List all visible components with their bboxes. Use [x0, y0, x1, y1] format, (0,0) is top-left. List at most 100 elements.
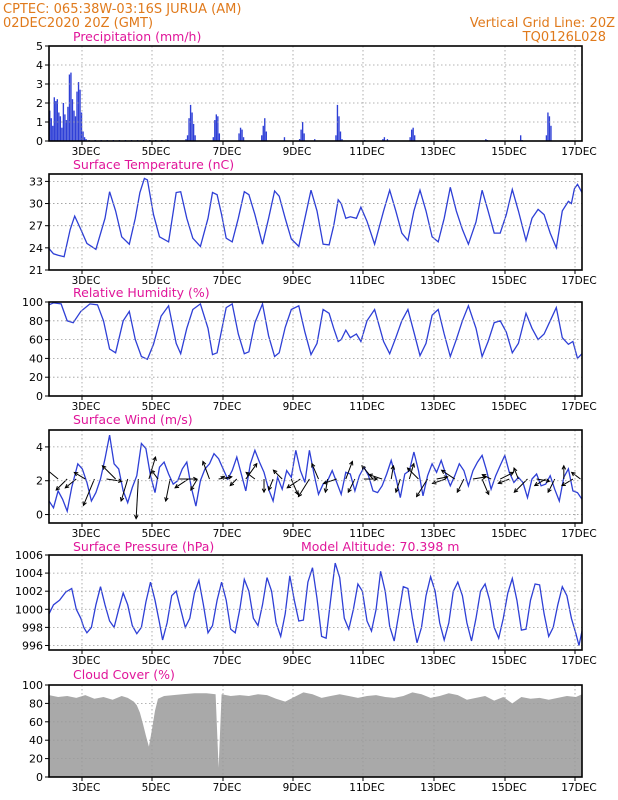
pressure-frame: [48, 554, 583, 651]
wind-arrowhead: [322, 480, 328, 485]
precip-bar: [73, 110, 75, 141]
precip-bar: [76, 91, 78, 141]
precip-bar: [74, 116, 77, 141]
precip-bar: [194, 135, 196, 141]
x-tick-label: 5DEC: [142, 782, 171, 794]
precip-bar: [519, 135, 522, 141]
x-tick-label: 3DEC: [72, 528, 101, 540]
wind-arrowhead: [406, 467, 412, 472]
x-tick-label: 3DEC: [72, 782, 101, 794]
precip-bar: [62, 103, 65, 141]
y-tick-label: 1000: [15, 603, 43, 616]
y-tick-label: 1002: [15, 585, 43, 598]
precip-bar: [188, 118, 190, 141]
x-tick-label: 7DEC: [213, 275, 242, 287]
precip-bar: [70, 72, 72, 141]
precip-bar: [52, 125, 54, 141]
x-tick-label: 9DEC: [283, 655, 312, 667]
wind-arrowhead: [361, 464, 366, 470]
wind-arrowhead: [497, 480, 503, 485]
wind-arrowhead: [367, 473, 373, 478]
precip-bar: [217, 116, 219, 141]
precipitation-data: [49, 72, 552, 141]
x-tick-label: 17DEC: [561, 146, 596, 158]
precip-bar: [82, 131, 84, 141]
precip-bar: [83, 137, 86, 141]
y-tick-label: 1004: [15, 567, 43, 580]
y-tick-label: 27: [29, 220, 43, 233]
x-tick-label: 13DEC: [420, 655, 455, 667]
precip-bar: [283, 137, 286, 141]
precip-bar: [65, 120, 68, 141]
x-tick-label: 5DEC: [142, 528, 171, 540]
wind-arrowhead: [193, 476, 198, 482]
wind-vector: [561, 478, 574, 487]
wind-vector: [534, 478, 546, 487]
wind-vector: [416, 478, 428, 497]
cloud-panel: Cloud Cover (%) 0 20 40 60 80 100 3DEC 5DEC 7DEC 9…: [22, 667, 597, 794]
x-tick-label: 11DEC: [349, 528, 384, 540]
x-tick-label: 9DEC: [283, 146, 312, 158]
y-tick-label: 20: [29, 753, 43, 766]
wind-vector: [390, 465, 394, 480]
y-tick-label: 80: [29, 697, 43, 710]
wind-arrowhead: [190, 485, 195, 491]
wind-vector: [148, 456, 157, 480]
wind-vector: [311, 463, 319, 480]
x-tick-label: 3DEC: [72, 275, 101, 287]
wind-vector: [245, 463, 258, 480]
wind-arrowhead: [272, 469, 278, 475]
wind-arrowhead: [202, 460, 207, 466]
wind-arrowhead: [560, 481, 566, 487]
precip-bar: [314, 139, 316, 141]
x-tick-label: 7DEC: [213, 401, 242, 413]
wind-arrowhead: [134, 514, 139, 520]
wind-vector: [190, 478, 198, 491]
wind-vector: [323, 478, 337, 484]
y-tick-label: 4: [36, 59, 43, 72]
wind-vector: [345, 461, 353, 480]
x-tick-label: 13DEC: [420, 782, 455, 794]
y-tick-label: 60: [29, 334, 43, 347]
x-tick-label: 17DEC: [561, 401, 596, 413]
precip-bar: [547, 112, 549, 141]
precip-bar: [409, 137, 411, 141]
wind-vector: [407, 467, 419, 480]
x-tick-label: 7DEC: [213, 528, 242, 540]
wind-arrowhead: [443, 475, 449, 480]
precip-bar: [303, 133, 305, 141]
wind-vector: [74, 472, 86, 480]
wind-data: [49, 434, 582, 520]
y-tick-label: 100: [22, 296, 43, 309]
wind-vector: [441, 469, 456, 480]
wind-vector: [408, 463, 415, 480]
wind-vector: [498, 478, 510, 484]
precip-bar: [301, 122, 304, 141]
precip-bar: [64, 114, 66, 141]
x-tick-label: 13DEC: [420, 528, 455, 540]
precip-bar: [262, 125, 264, 141]
wind-arrowhead: [416, 492, 421, 498]
temperature-title: Surface Temperature (nC): [73, 157, 234, 172]
precip-bar: [218, 133, 221, 141]
x-tick-label: 11DEC: [349, 782, 384, 794]
y-tick-label: 33: [29, 175, 43, 188]
header-datetime: 02DEC2020 20Z (GMT): [3, 16, 153, 31]
wind-vector: [432, 478, 446, 484]
precip-bar: [55, 101, 57, 141]
pressure-title: Surface Pressure (hPa): [73, 539, 214, 554]
y-tick-label: 80: [29, 315, 43, 328]
wind-arrowhead: [297, 492, 303, 498]
humidity-title: Relative Humidity (%): [73, 285, 210, 300]
x-tick-label: 11DEC: [349, 146, 384, 158]
header-grid-note: Vertical Grid Line: 20Z: [470, 16, 615, 31]
precip-bar: [189, 104, 192, 141]
precip-bar: [80, 112, 83, 141]
wind-panel: Surface Wind (m/s) 0 2 4 3DEC 5DEC 7DEC 9DEC 11D…: [36, 412, 597, 540]
wind-vector: [395, 478, 401, 493]
y-tick-label: 1006: [15, 549, 43, 562]
wind-vector: [82, 478, 95, 506]
wind-vector: [49, 470, 59, 480]
temperature-frame: [48, 173, 583, 271]
y-tick-label: 20: [29, 371, 43, 384]
